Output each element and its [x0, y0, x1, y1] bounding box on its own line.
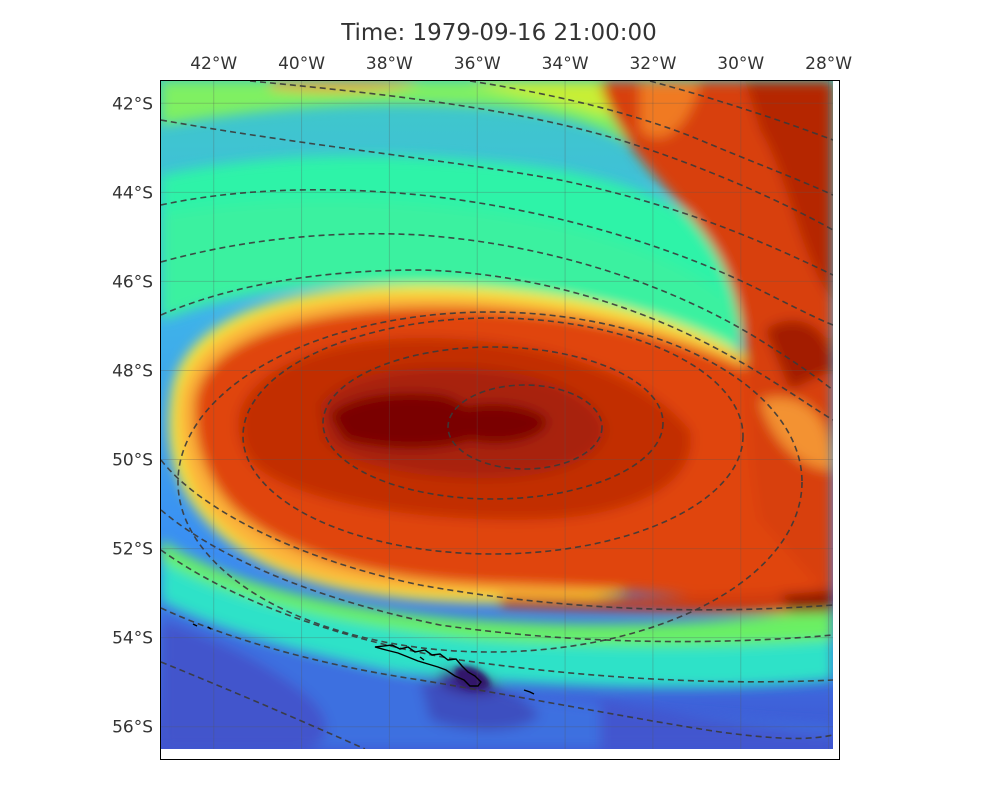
island-islet	[419, 656, 425, 661]
lon-tick-label: 34°W	[542, 54, 589, 74]
lon-tick-label: 42°W	[190, 54, 237, 74]
island-islet	[207, 626, 212, 630]
map-title: Time: 1979-09-16 21:00:00	[340, 20, 657, 46]
coastline-layer	[192, 623, 535, 695]
longitude-tick-labels: 42°W 40°W 38°W 36°W 34°W 32°W 30°W 28°W	[190, 54, 852, 74]
isoline	[161, 269, 833, 421]
lat-tick-label: 42°S	[112, 94, 153, 114]
south-georgia-coastline	[374, 644, 482, 687]
isoline	[469, 81, 833, 196]
isoline	[161, 509, 833, 643]
field-layer	[161, 81, 833, 749]
lon-tick-label: 28°W	[805, 54, 852, 74]
lat-tick-label: 46°S	[112, 272, 153, 292]
isoline	[161, 459, 833, 611]
isolines-layer	[161, 81, 833, 749]
isoline	[161, 661, 366, 749]
island-islet	[192, 623, 198, 627]
map-frame	[160, 80, 840, 760]
isoline	[161, 232, 833, 391]
lon-tick-label: 30°W	[717, 54, 764, 74]
lat-tick-label: 54°S	[112, 629, 153, 649]
isoline	[161, 607, 833, 740]
island-islet	[523, 689, 535, 695]
isoline	[177, 311, 803, 653]
lon-tick-label: 38°W	[366, 54, 413, 74]
isoline	[249, 81, 833, 231]
isoline	[322, 346, 664, 500]
lat-tick-label: 44°S	[112, 183, 153, 203]
isoline	[447, 384, 603, 470]
lat-tick-label: 52°S	[112, 540, 153, 560]
lat-tick-label: 48°S	[112, 361, 153, 381]
isoline	[161, 188, 833, 326]
isoline	[161, 119, 833, 276]
lat-tick-label: 56°S	[112, 718, 153, 738]
lon-tick-label: 32°W	[629, 54, 676, 74]
latitude-tick-labels: 42°S 44°S 46°S 48°S 50°S 52°S 54°S 56°S	[112, 94, 153, 737]
lon-tick-label: 40°W	[278, 54, 325, 74]
isoline	[161, 549, 833, 683]
gridlines	[161, 81, 833, 749]
lat-tick-label: 50°S	[112, 451, 153, 471]
isoline	[649, 81, 833, 141]
isoline	[242, 317, 744, 555]
lon-tick-label: 36°W	[454, 54, 501, 74]
